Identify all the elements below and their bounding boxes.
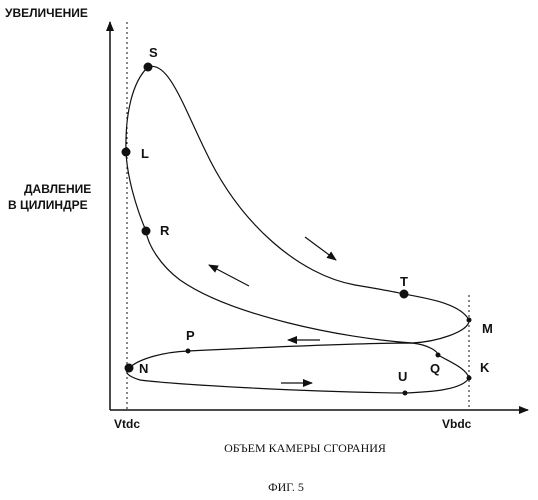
- figure-caption: ФИГ. 5: [268, 480, 304, 494]
- arrow-compression: [209, 265, 249, 286]
- point-s-label: S: [149, 45, 158, 60]
- point-m-label: M: [482, 321, 493, 336]
- point-q-marker: [436, 353, 441, 358]
- x-axis-label: ОБЪЕМ КАМЕРЫ СГОРАНИЯ: [224, 441, 386, 455]
- point-t-marker: [400, 290, 409, 299]
- point-s-marker: [144, 63, 153, 72]
- point-k-marker: [467, 376, 472, 381]
- point-p-marker: [186, 349, 191, 354]
- upper-loop-curve: [126, 66, 469, 343]
- point-r-label: R: [160, 223, 170, 238]
- point-l-label: L: [141, 146, 149, 161]
- point-k-label: K: [480, 360, 490, 375]
- point-n-label: N: [139, 361, 148, 376]
- point-p-label: P: [186, 328, 195, 343]
- lower-loop-curve: [127, 343, 469, 393]
- point-m-marker: [467, 318, 472, 323]
- point-q-label: Q: [430, 361, 440, 376]
- point-l-marker: [122, 148, 131, 157]
- point-t-label: T: [400, 274, 408, 289]
- point-r-marker: [142, 227, 151, 236]
- point-u-label: U: [398, 369, 407, 384]
- y-axis-label-line1: ДАВЛЕНИЕ: [24, 182, 91, 196]
- y-axis-label-line2: В ЦИЛИНДРЕ: [8, 198, 88, 212]
- arrow-expansion: [305, 237, 336, 260]
- point-n-marker: [125, 364, 134, 373]
- x-tick-vtdc: Vtdc: [114, 417, 140, 431]
- point-u-marker: [403, 391, 408, 396]
- y-axis-label-top: УВЕЛИЧЕНИЕ: [5, 6, 88, 20]
- x-tick-vbdc: Vbdc: [442, 417, 472, 431]
